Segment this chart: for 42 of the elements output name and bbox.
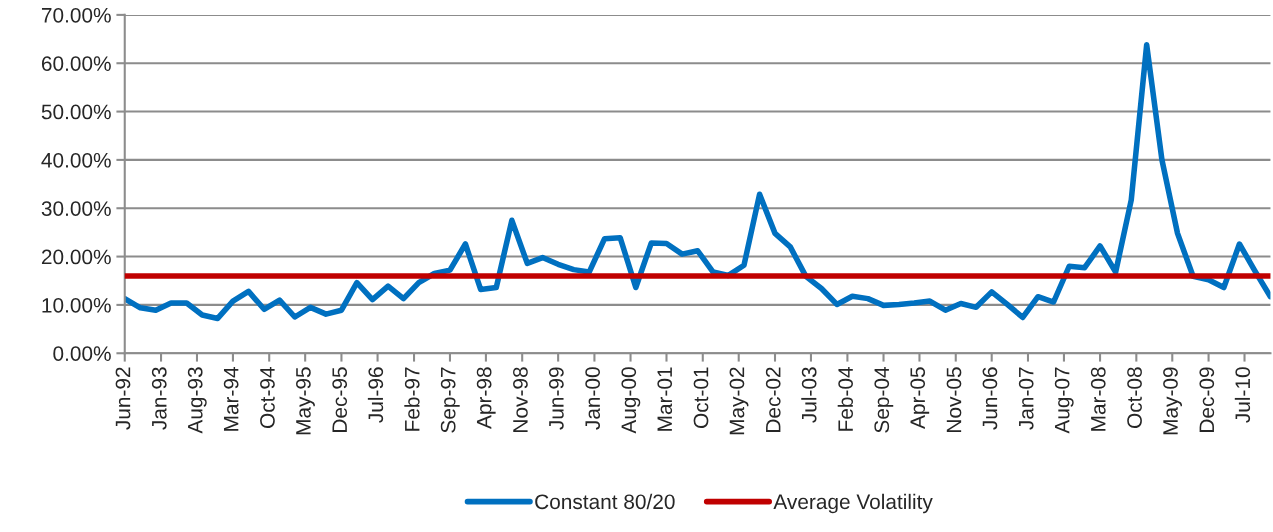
x-tick-label: Oct-94 [260,367,275,428]
x-tick-label: Jul-96 [367,367,384,423]
x-tick-label: Feb-97 [404,367,420,431]
x-tick-label: Sep-04 [874,367,894,433]
y-tick-label: 30.00% [41,201,111,216]
x-tick-label: Dec-95 [332,367,348,432]
y-tick-label: 40.00% [41,152,111,168]
y-tick-label: 20.00% [41,249,111,265]
x-tick-label: Jun-92 [115,367,131,430]
x-tick-label: Aug-93 [187,367,207,434]
y-tick-label: 70.00% [41,7,111,23]
x-tick-label: Oct-01 [693,367,709,428]
y-tick-label: 60.00% [41,56,111,71]
x-tick-label: Mar-08 [1090,367,1106,431]
x-tick-label: Dec-02 [765,367,781,432]
x-tick-label: Aug-00 [621,367,641,434]
x-tick-label: May-95 [296,367,315,435]
y-tick-label: 10.00% [42,297,111,313]
x-tick-label: Mar-01 [657,367,673,431]
x-tick-label: Dec-09 [1199,367,1215,432]
x-tick-label: Jun-06 [982,367,998,430]
x-tick-label: May-02 [729,367,749,435]
x-tick-label: Jul-10 [1234,367,1251,423]
x-tick-label: Jun-99 [548,367,564,430]
x-tick-label: Jan-07 [1018,367,1034,430]
x-tick-label: May-09 [1163,367,1182,435]
y-tick-label: 0.00% [53,346,111,361]
x-tick-label: Apr-05 [910,367,930,429]
x-tick-label: Aug-07 [1054,367,1074,434]
x-tick-label: Jan-93 [151,367,167,430]
x-tick-label: Jul-03 [801,367,817,423]
x-tick-label: Feb-04 [837,367,853,431]
x-tick-label: Oct-08 [1127,367,1142,428]
x-tick-label: Nov-98 [513,367,528,432]
y-tick-label: 50.00% [41,104,111,120]
x-tick-label: Sep-97 [440,367,460,433]
legend-label: Constant 80/20 [535,493,675,510]
x-tick-label: Nov-05 [946,367,962,432]
x-tick-label: Jan-00 [585,367,601,430]
x-tick-label: Mar-94 [223,367,239,431]
x-tick-label: Apr-98 [476,367,496,429]
legend-label: Average Volatility [773,493,933,514]
